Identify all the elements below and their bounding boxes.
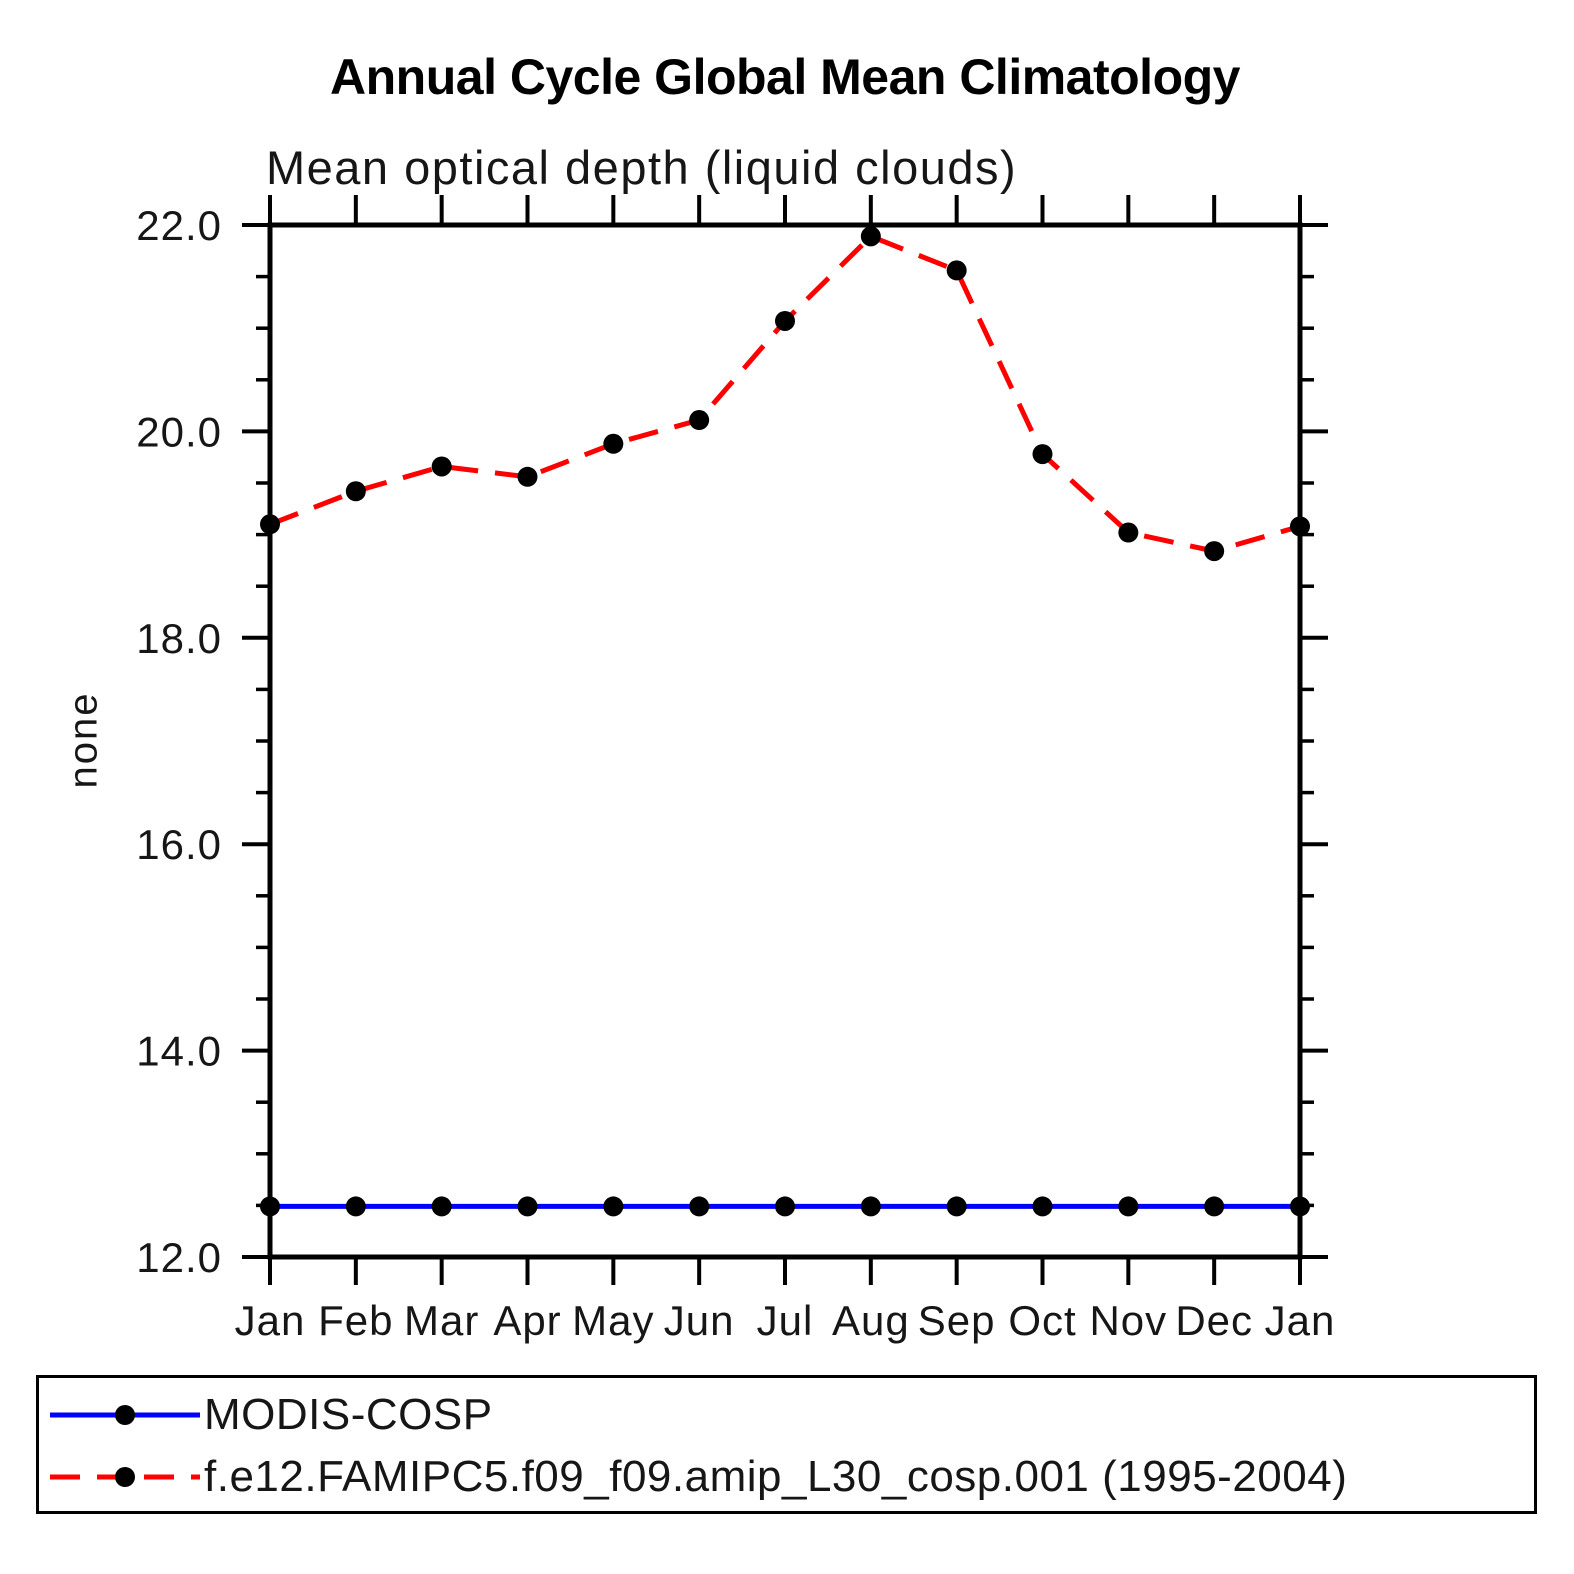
month-tick-label: Feb — [318, 1297, 393, 1344]
obs-data-point-marker — [689, 1196, 710, 1217]
model-data-point-marker — [1204, 541, 1225, 562]
obs-data-point-marker — [603, 1196, 624, 1217]
obs-data-point-marker — [431, 1196, 452, 1217]
obs-data-point-marker — [775, 1196, 795, 1217]
obs-data-point-marker — [946, 1196, 967, 1217]
month-tick-label: Mar — [404, 1297, 479, 1344]
model-data-point-marker — [603, 433, 624, 454]
legend-sample-solid-line — [50, 1405, 200, 1425]
obs-data-point-marker — [1290, 1196, 1310, 1217]
model-series-line — [269, 233, 1301, 554]
month-tick-label: Jul — [757, 1297, 814, 1344]
y-tick-label: 12.0 — [136, 1234, 222, 1281]
model-data-point-marker — [689, 410, 710, 431]
y-tick-label: 22.0 — [136, 202, 222, 249]
model-data-point-marker — [1032, 444, 1053, 465]
model-data-point-marker — [260, 514, 280, 535]
month-tick-label: Dec — [1175, 1297, 1253, 1344]
y-tick-label: 14.0 — [136, 1028, 222, 1075]
month-tick-label: Oct — [1008, 1297, 1076, 1344]
obs-data-point-marker — [860, 1196, 881, 1217]
legend: MODIS-COSP f.e12.FAMIPC5.f09_f09.amip_L3… — [36, 1375, 1537, 1514]
model-data-point-marker — [517, 466, 538, 487]
obs-data-point-marker — [1032, 1196, 1053, 1217]
month-tick-label: Nov — [1089, 1297, 1167, 1344]
legend-item-obs: MODIS-COSP — [44, 1390, 493, 1440]
model-data-point-marker — [775, 310, 795, 331]
legend-marker-dot — [115, 1467, 135, 1487]
month-tick-label: May — [572, 1297, 654, 1344]
month-tick-label: Sep — [918, 1297, 996, 1344]
model-data-point-marker — [431, 456, 452, 477]
month-tick-label: Aug — [832, 1297, 910, 1344]
month-tick-label: Jun — [664, 1297, 735, 1344]
chart-title: Annual Cycle Global Mean Climatology — [330, 49, 1240, 105]
chart-subtitle: Mean optical depth (liquid clouds) — [266, 141, 1018, 194]
y-tick-label: 16.0 — [136, 821, 222, 868]
model-data-point-marker — [946, 260, 967, 281]
obs-data-point-marker — [1204, 1196, 1225, 1217]
model-data-point-marker — [345, 481, 366, 502]
obs-data-point-marker — [1118, 1196, 1139, 1217]
obs-data-point-marker — [345, 1196, 366, 1217]
obs-data-point-marker — [260, 1196, 280, 1217]
legend-marker-dot — [115, 1405, 135, 1425]
y-tick-label: 20.0 — [136, 408, 222, 455]
month-tick-label: Apr — [493, 1297, 561, 1344]
y-axis-label: none — [61, 691, 106, 789]
month-tick-label: Jan — [235, 1297, 306, 1344]
legend-label-model: f.e12.FAMIPC5.f09_f09.amip_L30_cosp.001 … — [204, 1452, 1348, 1501]
legend-item-model: f.e12.FAMIPC5.f09_f09.amip_L30_cosp.001 … — [44, 1452, 1347, 1502]
legend-label-obs: MODIS-COSP — [204, 1390, 493, 1439]
model-data-point-marker — [1290, 516, 1310, 537]
plot-frame — [267, 222, 1303, 1260]
obs-data-point-marker — [517, 1196, 538, 1217]
model-data-point-marker — [1118, 522, 1139, 543]
y-tick-label: 18.0 — [136, 615, 222, 662]
model-data-point-marker — [860, 226, 881, 247]
month-tick-label: Jan — [1265, 1297, 1336, 1344]
legend-sample-dashed-line — [50, 1467, 200, 1487]
